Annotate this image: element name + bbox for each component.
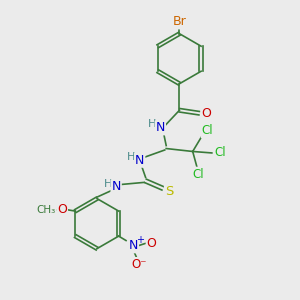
- Text: H: H: [104, 179, 112, 189]
- Text: S: S: [165, 185, 173, 198]
- Text: H: H: [127, 152, 136, 162]
- Text: N: N: [135, 154, 144, 167]
- Text: O: O: [57, 203, 67, 216]
- Text: O⁻: O⁻: [131, 258, 146, 271]
- Text: O: O: [202, 107, 212, 120]
- Text: Br: Br: [172, 15, 186, 28]
- Text: Cl: Cl: [193, 168, 204, 181]
- Text: N: N: [112, 180, 121, 193]
- Text: CH₃: CH₃: [36, 205, 56, 214]
- Text: Cl: Cl: [202, 124, 213, 137]
- Text: Cl: Cl: [214, 146, 226, 159]
- Text: +: +: [136, 235, 144, 245]
- Text: O: O: [147, 237, 157, 250]
- Text: N: N: [156, 122, 165, 134]
- Text: H: H: [148, 119, 156, 129]
- Text: N: N: [129, 239, 138, 252]
